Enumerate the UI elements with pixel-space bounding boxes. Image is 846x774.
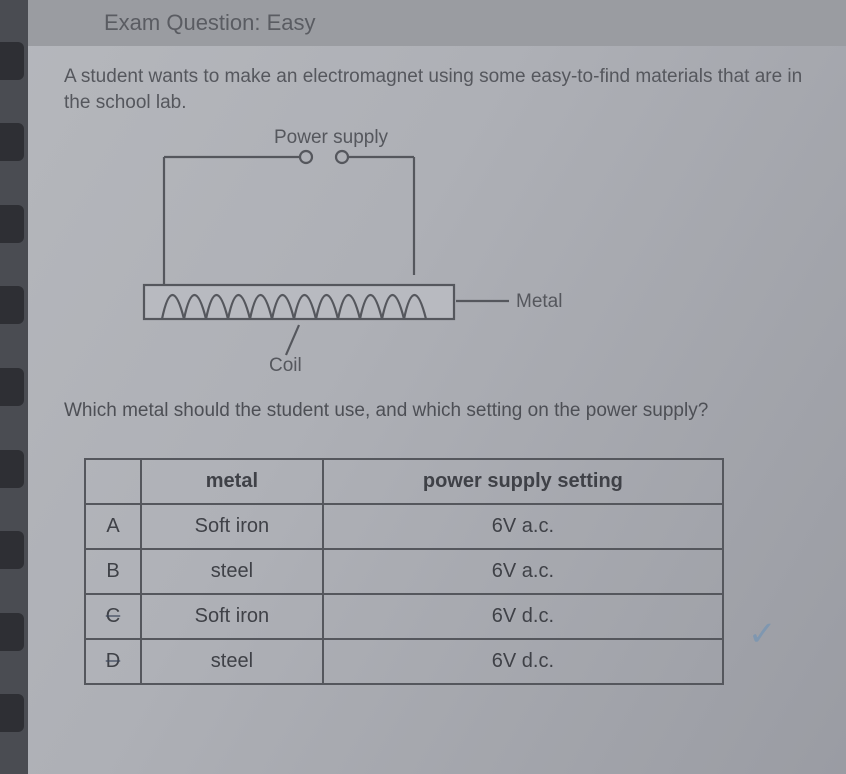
cell-metal: Soft iron — [141, 594, 323, 639]
row-label-b: B — [85, 549, 141, 594]
header-title: Exam Question: Easy — [104, 10, 316, 35]
table-row: B steel 6V a.c. — [85, 549, 723, 594]
label-metal: Metal — [516, 291, 562, 312]
table-row: C Soft iron 6V d.c. — [85, 594, 723, 639]
intro-text: A student wants to make an electromagnet… — [64, 64, 806, 115]
cell-metal: Soft iron — [141, 504, 323, 549]
table-header-row: metal power supply setting — [85, 459, 723, 504]
cell-metal: steel — [141, 549, 323, 594]
row-label-a: A — [85, 504, 141, 549]
question-text: Which metal should the student use, and … — [64, 400, 806, 422]
cell-setting: 6V d.c. — [323, 594, 723, 639]
question-header: Exam Question: Easy — [28, 0, 846, 46]
label-coil: Coil — [269, 355, 302, 375]
checkmark-icon: ✓ — [748, 614, 777, 654]
col-blank — [85, 459, 141, 504]
cell-setting: 6V d.c. — [323, 639, 723, 684]
label-power-supply: Power supply — [274, 127, 389, 148]
cell-setting: 6V a.c. — [323, 504, 723, 549]
col-metal: metal — [141, 459, 323, 504]
row-label-d: D — [85, 639, 141, 684]
table-row: A Soft iron 6V a.c. — [85, 504, 723, 549]
cell-metal: steel — [141, 639, 323, 684]
row-label-c: C — [85, 594, 141, 639]
spiral-binding — [0, 0, 28, 774]
table-row: D steel 6V d.c. — [85, 639, 723, 684]
col-setting: power supply setting — [323, 459, 723, 504]
cell-setting: 6V a.c. — [323, 549, 723, 594]
page: Exam Question: Easy A student wants to m… — [28, 0, 846, 774]
electromagnet-diagram: Power supply — [124, 125, 806, 380]
answer-table: metal power supply setting A Soft iron 6… — [84, 458, 724, 685]
